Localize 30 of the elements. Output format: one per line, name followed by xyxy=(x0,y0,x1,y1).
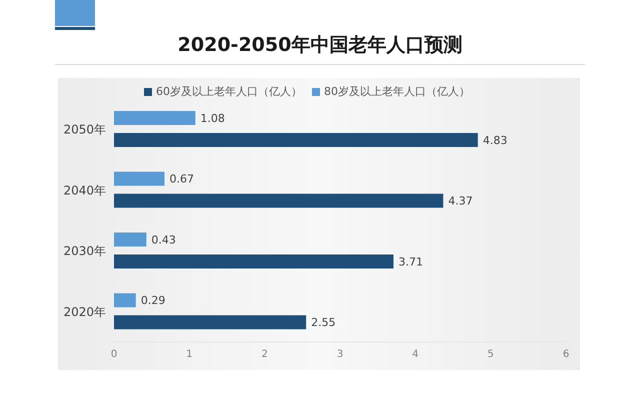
legend-label: 80岁及以上老年人口（亿人） xyxy=(324,85,470,98)
legend-label: 60岁及以上老年人口（亿人） xyxy=(156,85,302,98)
y-tick-label: 2050年 xyxy=(63,122,106,137)
bar xyxy=(114,111,196,125)
x-tick-label: 3 xyxy=(336,349,344,360)
y-tick-label: 2020年 xyxy=(63,304,106,319)
bar xyxy=(114,172,164,186)
data-label: 0.43 xyxy=(151,233,176,246)
y-tick-label: 2040年 xyxy=(63,183,106,198)
data-label: 3.71 xyxy=(398,255,423,268)
y-tick-label: 2030年 xyxy=(63,244,106,258)
chart-title: 2020-2050年中国老年人口预测 xyxy=(176,33,464,58)
data-label: 0.67 xyxy=(169,172,194,186)
bar xyxy=(114,293,136,308)
x-tick-label: 0 xyxy=(110,349,118,360)
bar xyxy=(114,315,306,330)
bar xyxy=(114,194,444,208)
data-label: 4.83 xyxy=(482,134,508,147)
data-label: 1.08 xyxy=(200,112,225,125)
x-tick-label: 2 xyxy=(261,349,268,360)
x-tick-label: 1 xyxy=(186,349,193,360)
data-label: 0.29 xyxy=(140,294,166,308)
x-tick-label: 4 xyxy=(412,349,419,360)
data-label: 4.37 xyxy=(448,194,473,208)
x-tick-label: 6 xyxy=(562,349,570,360)
bar xyxy=(114,232,146,246)
data-label: 2.55 xyxy=(311,316,336,330)
x-tick-label: 5 xyxy=(487,349,494,360)
bar xyxy=(114,133,478,147)
bar xyxy=(114,254,394,268)
